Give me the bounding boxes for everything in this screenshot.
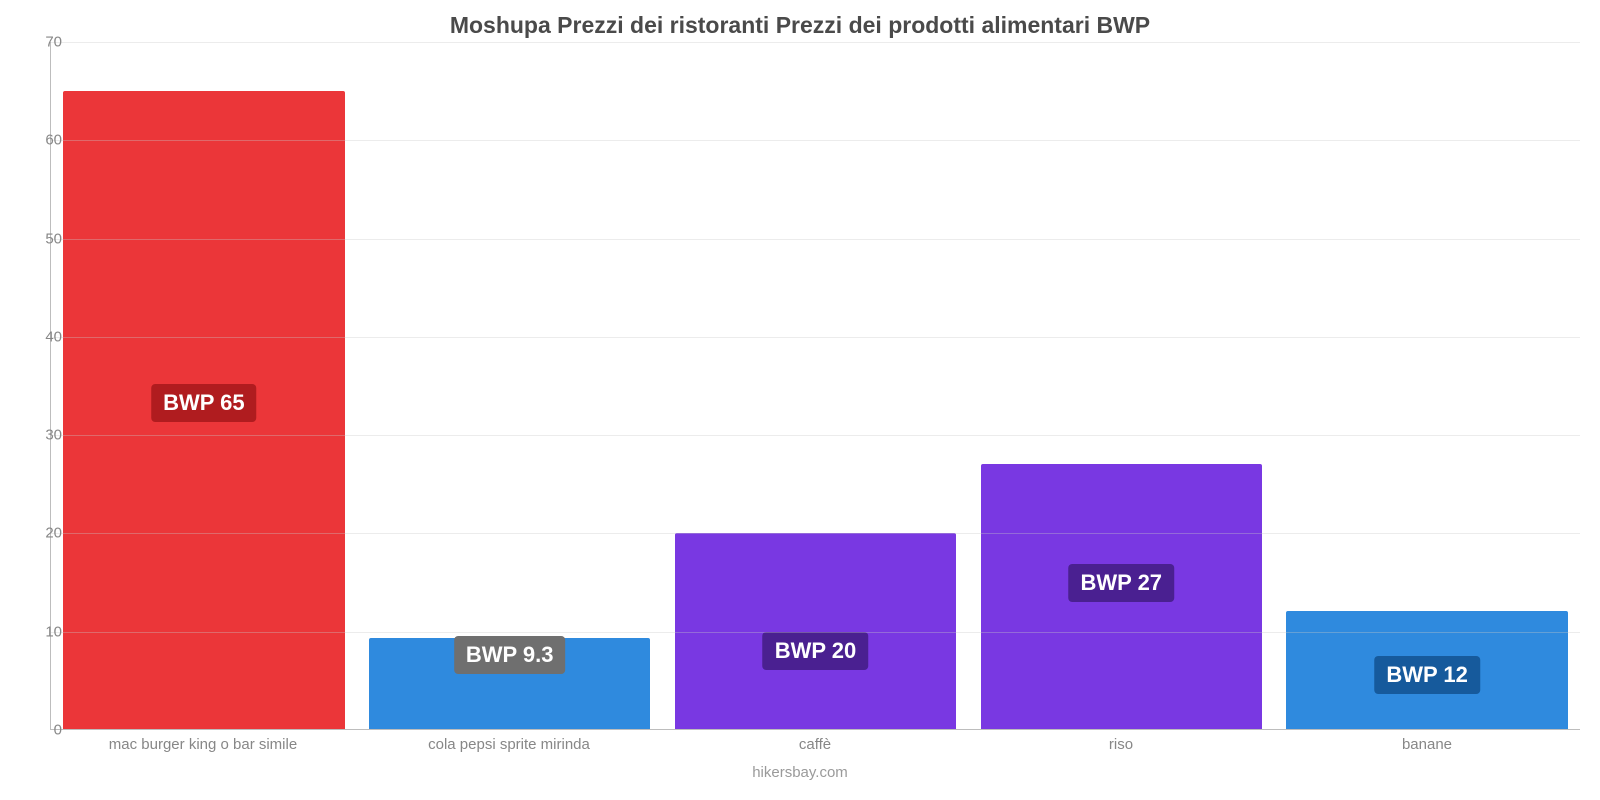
plot-area: BWP 65 BWP 9.3 BWP 20 BWP 27 BWP 12 <box>50 42 1580 730</box>
bar-slot: BWP 12 <box>1274 42 1580 729</box>
x-tick-label: mac burger king o bar simile <box>50 736 356 753</box>
chart-title: Moshupa Prezzi dei ristoranti Prezzi dei… <box>0 12 1600 39</box>
y-tick-label: 40 <box>18 328 62 345</box>
bar: BWP 65 <box>63 91 344 729</box>
x-tick-label: banane <box>1274 736 1580 753</box>
gridline <box>51 42 1580 43</box>
gridline <box>51 533 1580 534</box>
bar-slot: BWP 9.3 <box>357 42 663 729</box>
chart-footer: hikersbay.com <box>0 764 1600 781</box>
y-tick-label: 0 <box>18 722 62 739</box>
x-tick-label: riso <box>968 736 1274 753</box>
x-tick-label: caffè <box>662 736 968 753</box>
y-tick-label: 70 <box>18 34 62 51</box>
x-axis-labels: mac burger king o bar similecola pepsi s… <box>50 736 1580 753</box>
bar: BWP 27 <box>981 464 1262 729</box>
bar: BWP 9.3 <box>369 638 650 729</box>
y-tick-label: 30 <box>18 427 62 444</box>
gridline <box>51 239 1580 240</box>
y-tick-label: 50 <box>18 230 62 247</box>
bar-value-label: BWP 20 <box>763 632 869 670</box>
chart-container: Moshupa Prezzi dei ristoranti Prezzi dei… <box>0 0 1600 800</box>
bar-value-label: BWP 27 <box>1069 564 1175 602</box>
y-tick-label: 10 <box>18 623 62 640</box>
y-tick-label: 20 <box>18 525 62 542</box>
bar-value-label: BWP 65 <box>151 384 257 422</box>
x-tick-label: cola pepsi sprite mirinda <box>356 736 662 753</box>
gridline <box>51 337 1580 338</box>
bar-value-label: BWP 9.3 <box>454 636 566 674</box>
bar-slot: BWP 65 <box>51 42 357 729</box>
gridline <box>51 632 1580 633</box>
gridline <box>51 140 1580 141</box>
bar-slot: BWP 20 <box>663 42 969 729</box>
bars-group: BWP 65 BWP 9.3 BWP 20 BWP 27 BWP 12 <box>51 42 1580 729</box>
bar-slot: BWP 27 <box>968 42 1274 729</box>
bar-value-label: BWP 12 <box>1374 656 1480 694</box>
y-tick-label: 60 <box>18 132 62 149</box>
gridline <box>51 435 1580 436</box>
bar: BWP 12 <box>1286 611 1567 729</box>
